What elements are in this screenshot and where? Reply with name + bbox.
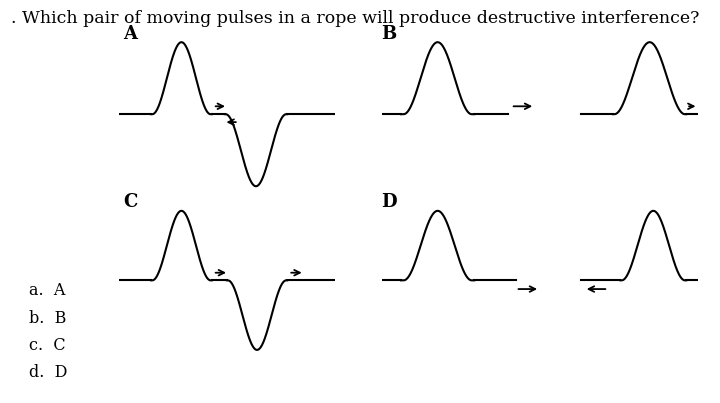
Text: A: A	[123, 25, 137, 43]
Text: b.  B: b. B	[29, 310, 66, 326]
Text: c.  C: c. C	[29, 337, 66, 354]
Text: a.  A: a. A	[29, 282, 66, 299]
Text: B: B	[382, 25, 397, 43]
Text: d.  D: d. D	[29, 364, 67, 381]
Text: C: C	[123, 193, 138, 211]
Text: . Which pair of moving pulses in a rope will produce destructive interference?: . Which pair of moving pulses in a rope …	[11, 10, 699, 27]
Text: D: D	[382, 193, 397, 211]
